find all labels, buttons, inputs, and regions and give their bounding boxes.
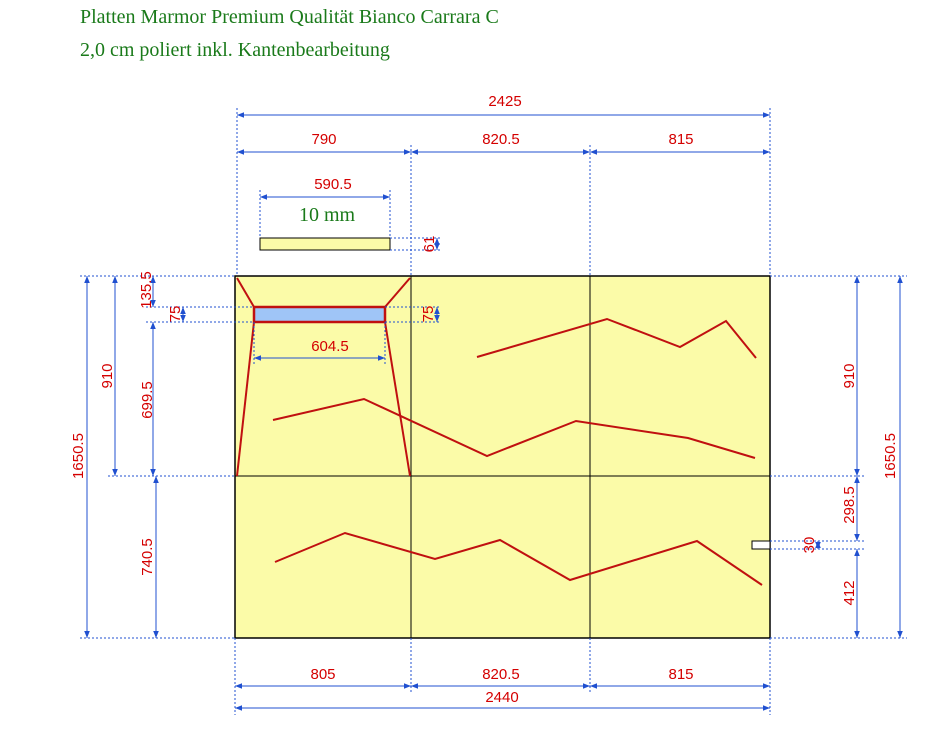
inset-piece	[259, 237, 391, 251]
dimension-label: 75	[420, 306, 437, 323]
dimension-label: 412	[841, 580, 858, 605]
veins	[272, 317, 763, 586]
extension-lines	[80, 108, 907, 715]
dimension-label: 30	[801, 537, 818, 554]
dimension-label: 910	[99, 363, 116, 388]
cutout	[252, 305, 387, 324]
dimension-label: 740.5	[139, 538, 156, 576]
dimensions: 2425 790 820.5 815 590.5 61 75 75 604.5 1650.5 910…	[70, 93, 903, 711]
dimension-label: 815	[668, 131, 693, 148]
dimension-label: 75	[167, 306, 184, 323]
dimension-label: 604.5	[311, 338, 349, 355]
dimension-label: 1650.5	[70, 433, 87, 479]
slab	[234, 275, 771, 639]
dimension-label: 805	[310, 666, 335, 683]
dimension-label: 2440	[485, 689, 518, 706]
dimension-label: 590.5	[314, 176, 352, 193]
inset-label: 10 mm	[299, 204, 356, 226]
dimension-label: 820.5	[482, 666, 520, 683]
dimension-label: 2425	[488, 93, 521, 110]
dimension-label: 910	[841, 363, 858, 388]
notch	[751, 540, 771, 550]
dimension-label: 699.5	[139, 381, 156, 419]
dimension-label: 790	[311, 131, 336, 148]
dimension-label: 298.5	[841, 486, 858, 524]
dimension-label: 815	[668, 666, 693, 683]
dimension-label: 820.5	[482, 131, 520, 148]
dimension-label: 135.5	[138, 271, 155, 309]
dimension-label: 1650.5	[882, 433, 899, 479]
cutout-guides	[236, 277, 411, 477]
dimension-label: 61	[421, 236, 438, 253]
title-line2: 2,0 cm poliert inkl. Kantenbearbeitung	[80, 39, 390, 61]
title-line1: Platten Marmor Premium Qualität Bianco C…	[80, 6, 499, 28]
